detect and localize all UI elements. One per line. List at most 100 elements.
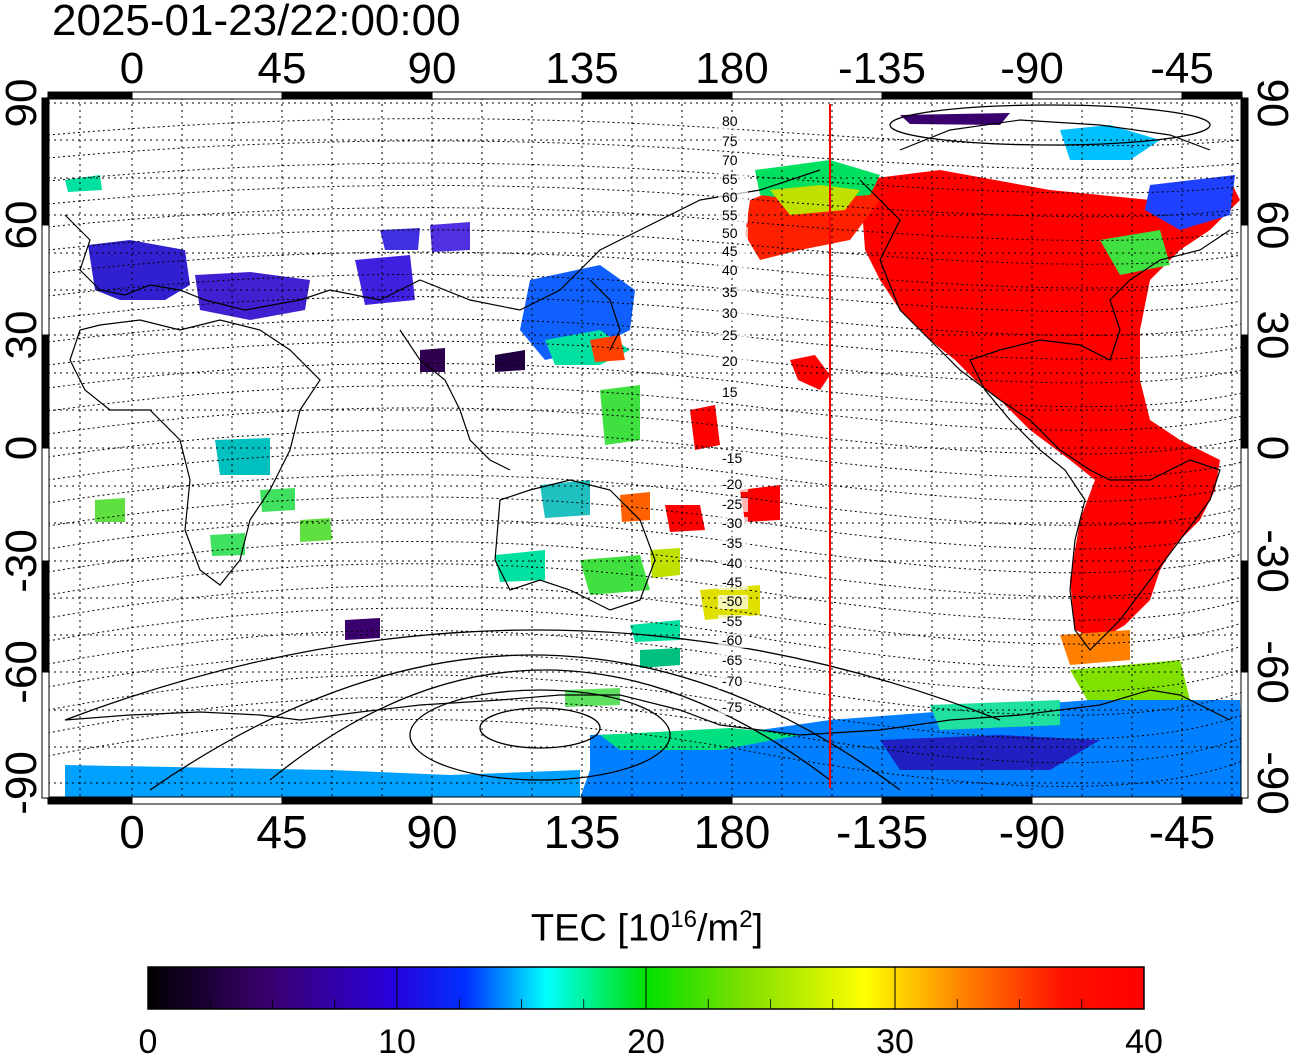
tec-patch-pacific-2 [740, 485, 780, 522]
magnetic-lat-label: -40 [722, 555, 742, 571]
left-lat-label: 60 [0, 201, 46, 250]
tec-patch-antarctic-coast [565, 688, 620, 707]
tec-patch-antarctica-4 [930, 700, 1060, 730]
tec-patch-pacific-3 [665, 505, 705, 532]
timestamp-title: 2025-01-23/22:00:00 [52, 0, 461, 45]
tec-patch-taiwan [590, 335, 625, 362]
colorbar-tick-label: 0 [139, 1023, 158, 1057]
top-lon-label: -45 [1150, 44, 1214, 93]
left-lat-label: -30 [0, 529, 46, 593]
right-lat-label: -30 [1248, 529, 1294, 593]
tec-patch-europe [88, 240, 190, 300]
colorbar-title-end: ] [752, 907, 764, 950]
colorbar-tick-label: 30 [876, 1023, 914, 1057]
tec-patch-southern-ocean-2 [640, 648, 680, 668]
magnetic-lat-label: 55 [722, 207, 738, 223]
tec-patch-east-europe [195, 272, 310, 320]
colorbar-title-text: TEC [10 [530, 907, 671, 950]
tec-patch-patagonia [1060, 630, 1130, 665]
tec-patch-madagascar [300, 518, 332, 542]
right-lat-label: -90 [1248, 751, 1294, 815]
top-lon-label: 90 [408, 44, 457, 93]
tec-patch-pacific-1 [690, 405, 720, 450]
magnetic-lat-label: 80 [722, 113, 738, 129]
tec-patch-south-africa [210, 533, 245, 556]
tec-patch-kerguelen [345, 618, 380, 640]
magnetic-lat-label: -45 [722, 574, 742, 590]
tec-patch-greenland [1060, 125, 1160, 160]
colorbar-tick-label: 10 [378, 1023, 416, 1057]
magnetic-lat-label: -65 [722, 652, 742, 668]
magnetic-lat-label: 35 [722, 284, 738, 300]
tec-patch-south-china [495, 350, 525, 372]
magnetic-lat-label: 30 [722, 305, 738, 321]
colorbar-title-unit: /m [696, 907, 740, 950]
bottom-lon-label: -90 [999, 806, 1065, 858]
grid-lines [48, 98, 1242, 798]
right-lat-label: 30 [1248, 311, 1294, 360]
tec-patch-mozambique [260, 488, 295, 512]
colorbar-tick-label: 40 [1125, 1023, 1163, 1057]
right-latitude-labels: 90 60 30 0 -30 -60 -90 [1248, 79, 1294, 815]
left-lat-label: -60 [0, 640, 46, 704]
magnetic-lat-label: -15 [722, 450, 742, 466]
magnetic-lat-label: -70 [722, 673, 742, 689]
tec-patch-mongolia [430, 222, 470, 252]
bottom-lon-label: -45 [1149, 806, 1215, 858]
magnetic-lat-label: 25 [722, 327, 738, 343]
colorbar-title-exponent: 16 [670, 906, 697, 933]
magnetic-lat-label: -55 [722, 613, 742, 629]
magnetic-lat-label: 60 [722, 189, 738, 205]
tec-patch-indonesia [540, 480, 590, 518]
magnetic-lat-label: 50 [722, 225, 738, 241]
top-lon-label: 0 [120, 44, 144, 93]
magnetic-lat-label: 75 [722, 133, 738, 149]
bottom-lon-label: -135 [836, 806, 928, 858]
magnetic-lat-label: 40 [722, 262, 738, 278]
magnetic-lat-label: -25 [722, 496, 742, 512]
tec-patch-east-australia [580, 555, 650, 595]
magnetic-lat-label: 15 [722, 384, 738, 400]
magnetic-lat-label: -50 [722, 593, 742, 609]
magnetic-lat-label: -20 [722, 476, 742, 492]
tec-patch-philippines [600, 385, 640, 445]
top-lon-label: 180 [695, 44, 768, 93]
tec-patch-atlantic [95, 498, 125, 522]
magnetic-lat-label: 20 [722, 353, 738, 369]
right-lat-label: -60 [1248, 640, 1294, 704]
left-lat-label: 30 [0, 311, 46, 360]
magnetic-lat-label: -75 [722, 699, 742, 715]
colorbar-tick-label: 20 [627, 1023, 665, 1057]
tec-patch-drake [1070, 660, 1190, 705]
colorbar-ticks: 0 10 20 30 40 [139, 967, 1163, 1057]
tec-patch-central-asia [355, 255, 415, 305]
tec-patch-yukon [770, 185, 860, 215]
top-lon-label: -135 [838, 44, 926, 93]
right-lat-label: 60 [1248, 201, 1294, 250]
left-latitude-labels: 90 60 30 0 -30 -60 -90 [0, 79, 46, 815]
bottom-lon-label: 135 [544, 806, 621, 858]
right-lat-label: 0 [1248, 436, 1294, 460]
tec-patch-antarctica-3 [880, 735, 1100, 770]
magnetic-lat-label: -30 [722, 515, 742, 531]
bottom-lon-label: 180 [694, 806, 771, 858]
colorbar-title-exponent-2: 2 [739, 906, 753, 933]
magnetic-lat-label: 45 [722, 243, 738, 259]
magnetic-lat-label: 65 [722, 171, 738, 187]
tec-patch-east-africa [215, 438, 270, 475]
tec-patch-antarctica-west [65, 765, 580, 798]
magnetic-lat-label: 70 [722, 152, 738, 168]
colorbar-title: TEC [1016/m2] [0, 906, 1294, 951]
magnetic-lat-label: -60 [722, 632, 742, 648]
left-lat-label: 0 [0, 436, 46, 460]
tec-patch-siberia [380, 228, 420, 250]
right-lat-label: 90 [1248, 79, 1294, 128]
tec-patch-india [420, 348, 445, 372]
tec-patch-png [620, 492, 650, 522]
bottom-lon-label: 0 [119, 806, 145, 858]
axis-bars [41, 91, 1249, 805]
top-lon-label: -90 [1000, 44, 1064, 93]
top-lon-label: 45 [258, 44, 307, 93]
